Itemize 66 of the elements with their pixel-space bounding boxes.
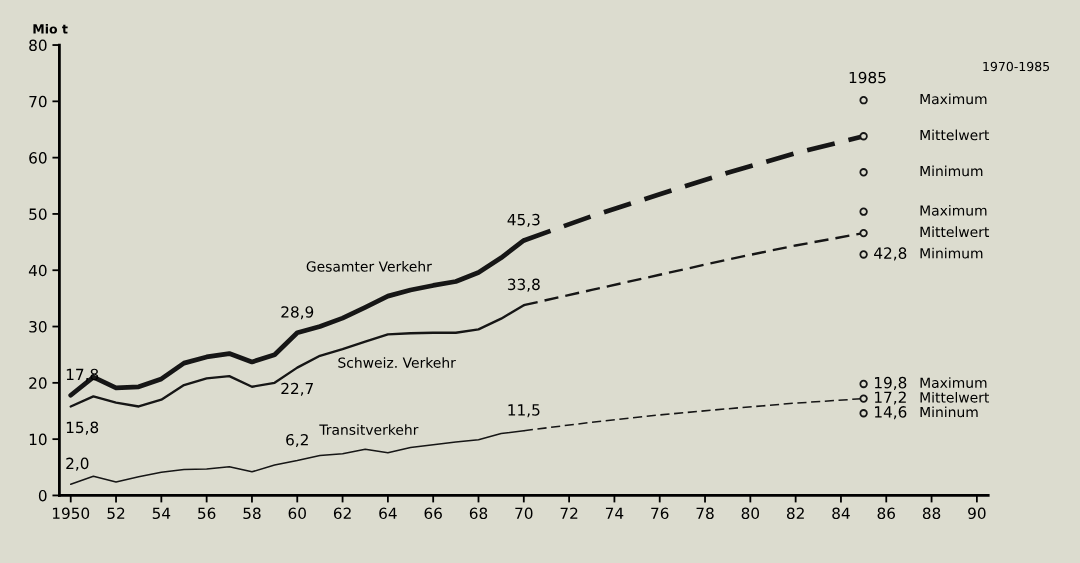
point [859, 207, 868, 216]
x-tick-label: 86 [877, 507, 896, 520]
annotation: Mittelwert [920, 129, 990, 141]
series-label: Gesamter Verkehr [306, 261, 432, 272]
x-tick-label: 90 [968, 507, 986, 520]
x-tick-label: 82 [786, 507, 804, 520]
annotation: 1985 [849, 71, 886, 84]
x-tick-label: 70 [515, 507, 533, 520]
y-tick-label: 30 [29, 321, 47, 333]
y-tick-label: 70 [29, 95, 47, 108]
x-tick-label: 58 [243, 507, 261, 520]
annotation: 1970-1985 [983, 61, 1050, 72]
x-tick-label: 88 [922, 507, 941, 520]
x-tick-label: 74 [605, 507, 624, 519]
x-tick-label: 60 [288, 507, 306, 520]
annotation: Minimum [920, 247, 983, 259]
annotation: Maximum [920, 93, 987, 105]
data-label: 22,7 [281, 382, 313, 396]
y-tick-label: 10 [29, 433, 47, 446]
data-label: 15,8 [66, 421, 99, 435]
x-tick-label: 84 [832, 507, 850, 520]
y-tick-label: 0 [38, 489, 47, 502]
data-label: 45,3 [507, 213, 540, 227]
x-tick-label: 52 [107, 507, 125, 520]
x-tick-label: 72 [560, 507, 578, 519]
y-tick-label: 80 [29, 39, 47, 52]
point [859, 168, 868, 177]
point [859, 250, 868, 259]
series-label: Schweiz. Verkehr [338, 357, 456, 368]
data-label: 6,2 [286, 433, 308, 448]
data-label: 42,8 [874, 247, 907, 261]
point [859, 379, 868, 389]
x-tick-label: 54 [152, 507, 171, 520]
x-tick-label: 80 [741, 507, 760, 520]
y-axis-title: Mio t [33, 23, 68, 34]
point [859, 228, 868, 238]
annotation: Maximum [920, 377, 987, 388]
data-label: 19,8 [875, 376, 907, 390]
data-label: 11,5 [508, 404, 540, 418]
x-tick-label: 56 [198, 507, 216, 520]
annotation: Mittelwert [920, 391, 990, 403]
annotation: Mittelwert [920, 226, 990, 238]
data-label: 33,8 [507, 278, 540, 292]
annotation: Mininum [920, 406, 978, 418]
data-label: 17,2 [875, 391, 906, 405]
x-tick-label: 76 [651, 507, 669, 520]
x-tick-label: 62 [333, 507, 351, 520]
y-tick-label: 20 [29, 377, 47, 389]
point [859, 409, 868, 418]
point [859, 96, 868, 105]
data-label: 14,6 [875, 406, 907, 420]
x-tick-label: 64 [379, 507, 397, 520]
point [859, 132, 868, 141]
series-label: Transitverkehr [319, 424, 419, 435]
annotation: Maximum [920, 204, 987, 216]
x-tick-label: 1950 [52, 507, 90, 520]
y-tick-label: 40 [28, 264, 47, 277]
y-tick-label: 60 [29, 152, 47, 164]
point [859, 394, 868, 403]
data-label: 2,0 [66, 457, 89, 471]
x-tick-label: 66 [424, 507, 442, 520]
data-label: 28,9 [281, 306, 314, 320]
x-tick-label: 78 [696, 507, 714, 520]
y-tick-label: 50 [29, 208, 47, 220]
annotation: Minimum [920, 165, 983, 177]
x-tick-label: 68 [469, 507, 488, 520]
